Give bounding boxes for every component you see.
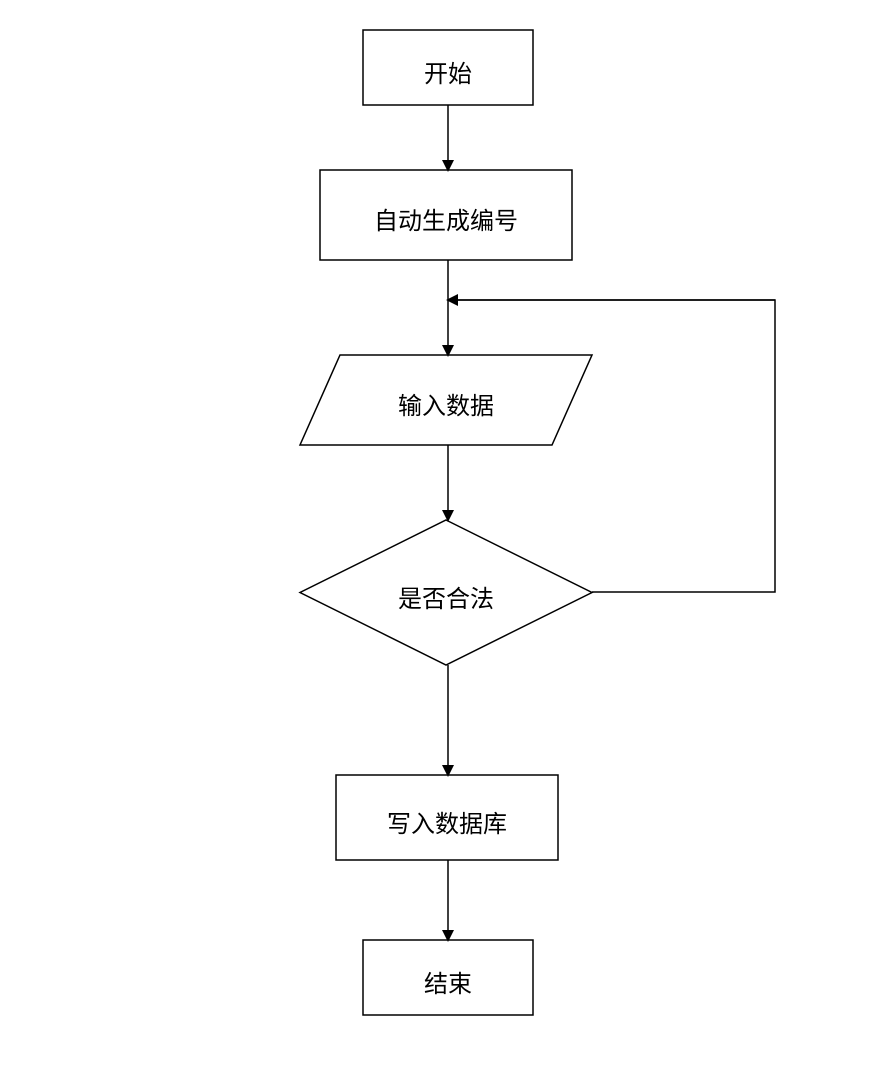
flowchart-canvas [0, 0, 894, 1074]
flowchart-nodes [300, 30, 592, 1015]
flowchart-edges [448, 105, 775, 940]
node-end [363, 940, 533, 1015]
node-valid [300, 520, 592, 665]
node-auto_id [320, 170, 572, 260]
node-start [363, 30, 533, 105]
node-write_db [336, 775, 558, 860]
node-input [300, 355, 592, 445]
edge-valid-to-input [448, 300, 775, 592]
